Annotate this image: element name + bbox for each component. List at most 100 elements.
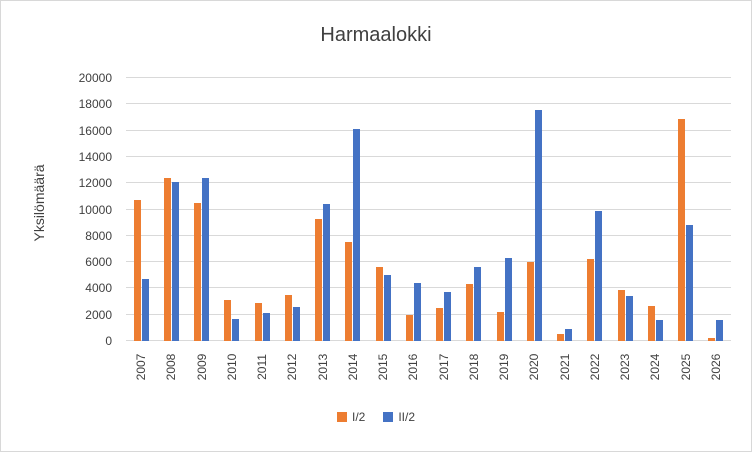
y-tick-label-8000: 8000 <box>85 228 112 243</box>
x-tick-label-2010: 2010 <box>224 353 239 381</box>
x-tick-label-2024: 2024 <box>648 353 663 381</box>
y-tick-label-0: 0 <box>105 334 112 348</box>
legend: I/2 II/2 <box>1 410 751 424</box>
bar-i2-2013 <box>315 218 323 341</box>
bar-group-2012 <box>277 78 307 341</box>
legend-item-i2: I/2 <box>336 410 366 424</box>
bar-i2-2016 <box>405 314 413 341</box>
bar-ii2-2017 <box>444 292 452 341</box>
gridline <box>126 129 731 131</box>
bar-i2-2008 <box>163 177 171 341</box>
y-tick-label-20000: 20000 <box>78 71 112 85</box>
x-axis-tick-labels: 2007 2008 2009 2010 2011 2012 2013 2014 2015 2016… <box>126 341 731 401</box>
bar-i2-2018 <box>466 284 474 341</box>
x-tick-label-2016: 2016 <box>406 353 421 381</box>
bar-group-2025 <box>671 78 701 341</box>
gridline <box>126 261 731 263</box>
x-tick-label-2008: 2008 <box>164 353 179 381</box>
bar-ii2-2013 <box>323 204 331 341</box>
x-tick-label-2023: 2023 <box>618 353 633 381</box>
gridline <box>126 234 731 236</box>
x-tick-label-2011: 2011 <box>255 354 270 380</box>
x-tick-label-2009: 2009 <box>194 353 209 381</box>
x-tick-label-2013: 2013 <box>315 353 330 381</box>
bar-group-2015 <box>368 78 398 341</box>
bar-group-2022 <box>580 78 610 341</box>
bar-group-2024 <box>640 78 670 341</box>
bar-group-2014 <box>338 78 368 341</box>
bar-group-2007 <box>126 78 156 341</box>
y-tick-label-14000: 14000 <box>78 149 112 164</box>
x-tick-label-2021: 2021 <box>557 353 572 381</box>
bar-ii2-2025 <box>686 225 694 341</box>
bar-group-2016 <box>398 78 428 341</box>
bar-group-2008 <box>156 78 186 341</box>
bar-ii2-2021 <box>565 329 573 341</box>
bar-ii2-2012 <box>292 306 300 341</box>
x-tick-label-2017: 2017 <box>436 353 451 381</box>
gridline <box>126 287 731 289</box>
bar-i2-2025 <box>678 118 686 341</box>
bar-i2-2024 <box>647 305 655 341</box>
bar-i2-2011 <box>254 302 262 341</box>
bar-group-2009 <box>187 78 217 341</box>
x-tick-label-2014: 2014 <box>345 353 360 381</box>
bar-ii2-2007 <box>141 279 149 341</box>
bar-i2-2020 <box>526 262 534 341</box>
bar-i2-2007 <box>133 200 141 341</box>
y-tick-label-6000: 6000 <box>85 255 112 270</box>
bar-ii2-2011 <box>262 313 270 341</box>
y-tick-label-4000: 4000 <box>85 281 112 296</box>
x-tick-label-2015: 2015 <box>376 353 391 381</box>
bar-ii2-2008 <box>171 181 179 341</box>
x-tick-label-2026: 2026 <box>708 353 723 381</box>
gridline <box>126 313 731 315</box>
gridline <box>126 103 731 105</box>
bar-group-2023 <box>610 78 640 341</box>
legend-swatch-ii2 <box>383 412 394 422</box>
x-axis-line <box>126 340 731 341</box>
bar-group-2020 <box>519 78 549 341</box>
legend-label-i2: I/2 <box>351 410 366 424</box>
legend-label-ii2: II/2 <box>398 410 416 424</box>
x-tick-label-2020: 2020 <box>527 353 542 381</box>
gridline <box>126 77 731 78</box>
x-tick-label-2022: 2022 <box>587 353 602 381</box>
bar-ii2-2024 <box>655 319 663 341</box>
bar-i2-2026 <box>708 337 716 341</box>
gridline <box>126 182 731 184</box>
bar-ii2-2020 <box>534 109 542 341</box>
bar-i2-2022 <box>587 259 595 341</box>
x-tick-label-2019: 2019 <box>497 353 512 381</box>
bar-ii2-2016 <box>413 283 421 341</box>
bar-ii2-2015 <box>383 275 391 341</box>
bar-group-2021 <box>550 78 580 341</box>
bar-i2-2012 <box>284 294 292 341</box>
bar-ii2-2023 <box>625 296 633 341</box>
x-tick-label-2018: 2018 <box>466 353 481 381</box>
x-tick-label-2012: 2012 <box>285 353 300 381</box>
bar-ii2-2022 <box>595 210 603 341</box>
bar-group-2019 <box>489 78 519 341</box>
y-tick-label-10000: 10000 <box>78 202 112 217</box>
bar-i2-2010 <box>224 300 232 341</box>
bar-i2-2017 <box>436 308 444 341</box>
bar-group-2010 <box>217 78 247 341</box>
bar-ii2-2010 <box>232 318 240 341</box>
y-tick-label-16000: 16000 <box>78 123 112 138</box>
bar-group-2013 <box>308 78 338 341</box>
bar-ii2-2018 <box>474 267 482 341</box>
gridline <box>126 155 731 157</box>
bar-ii2-2026 <box>716 319 724 341</box>
y-axis-tick-labels: 0 2000 4000 6000 8000 10000 12000 14000 16000 180… <box>1 71 118 348</box>
bar-i2-2019 <box>496 312 504 341</box>
bar-i2-2021 <box>557 333 565 341</box>
bar-group-2026 <box>701 78 731 341</box>
bar-group-2018 <box>459 78 489 341</box>
y-tick-label-18000: 18000 <box>78 97 112 112</box>
bar-ii2-2014 <box>353 129 361 341</box>
x-tick-label-2007: 2007 <box>134 353 149 381</box>
chart-title: Harmaalokki <box>320 24 432 46</box>
legend-swatch-i2 <box>336 412 347 422</box>
